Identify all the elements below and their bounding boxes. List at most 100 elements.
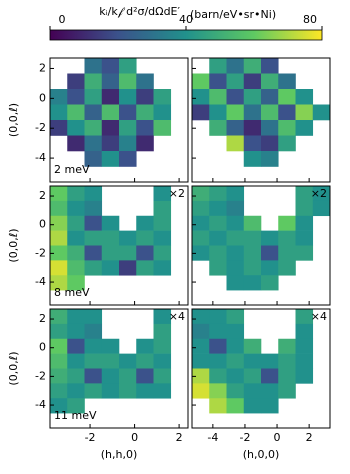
heatmap-cell — [261, 151, 279, 167]
heatmap-cell — [278, 73, 296, 90]
heatmap-cell — [67, 230, 85, 246]
heatmap-cell — [50, 230, 68, 246]
heatmap-cell — [153, 323, 172, 340]
heatmap-cell — [243, 151, 262, 167]
heatmap-cell — [192, 230, 210, 246]
heatmap-cell — [50, 275, 68, 291]
heatmap-cell — [226, 89, 245, 105]
heatmap-cell — [67, 73, 85, 90]
heatmap-cell — [261, 135, 279, 152]
x-tick-label: 0 — [274, 431, 281, 444]
heatmap-cell — [136, 245, 154, 261]
heatmap-cell — [67, 135, 85, 152]
heatmap-cell — [136, 230, 154, 246]
heatmap-cell — [50, 245, 68, 261]
heatmap-cell — [67, 186, 85, 202]
heatmap-cell — [84, 368, 103, 384]
heatmap-cell — [119, 104, 137, 121]
heatmap-cell — [209, 260, 227, 276]
heatmap-cell — [50, 309, 68, 325]
heatmap-cell — [261, 275, 279, 291]
heatmap-cell — [84, 309, 103, 325]
heatmap-cell — [226, 120, 245, 136]
heatmap-cell — [50, 398, 68, 414]
heatmap-cell — [153, 215, 172, 231]
heatmap-cell — [261, 260, 279, 276]
heatmap-cell — [50, 104, 68, 121]
heatmap-cell — [84, 260, 103, 276]
heatmap-cell — [226, 215, 245, 231]
heatmap-cell — [226, 309, 245, 325]
heatmap-cell — [153, 260, 172, 276]
heatmap-cell — [50, 200, 68, 217]
heatmap-cell — [261, 368, 279, 384]
y-tick-label: 2 — [39, 189, 46, 202]
panel-frame — [191, 185, 331, 306]
x-tick-label: -4 — [207, 431, 218, 444]
heatmap-cell — [84, 89, 103, 105]
heatmap-cell — [243, 383, 262, 399]
heatmap-cell — [101, 260, 120, 276]
y-tick-label: -4 — [35, 398, 46, 411]
y-tick-label: 0 — [39, 218, 46, 231]
heatmap-cell — [243, 260, 262, 276]
heatmap-cell — [67, 368, 85, 384]
heatmap-cell — [119, 353, 137, 369]
heatmap-cell — [226, 398, 245, 414]
heatmap-cell — [101, 104, 120, 121]
heatmap-cell — [50, 383, 68, 399]
heatmap-cell — [209, 338, 227, 354]
heatmap-cell — [312, 104, 331, 121]
energy-label: 2 meV — [54, 163, 90, 176]
heatmap-cell — [153, 186, 172, 202]
heatmap-cell — [226, 135, 245, 152]
heatmap-cell — [243, 338, 262, 354]
heatmap-cell — [84, 186, 103, 202]
heatmap-cell — [209, 230, 227, 246]
heatmap-cell — [243, 245, 262, 261]
heatmap-cell — [192, 215, 210, 231]
heatmap-cell — [243, 135, 262, 152]
heatmap-cell — [119, 120, 137, 136]
heatmap-cell — [50, 89, 68, 105]
x-axis-label: (h,0,0) — [243, 448, 280, 461]
heatmap-cell — [261, 104, 279, 121]
heatmap-cell — [67, 260, 85, 276]
scale-label: ×2 — [311, 187, 327, 200]
heatmap-cell — [192, 200, 210, 217]
energy-label: 11 meV — [54, 409, 97, 422]
heatmap-cell — [243, 215, 262, 231]
heatmap-cell — [67, 215, 85, 231]
heatmap-cell — [209, 323, 227, 340]
heatmap-cell — [50, 120, 68, 136]
heatmap-cell — [209, 383, 227, 399]
heatmap-cell — [153, 309, 172, 325]
heatmap-cell — [119, 151, 137, 167]
heatmap-cell — [50, 323, 68, 340]
heatmap-cell — [312, 200, 331, 217]
heatmap-cell — [209, 398, 227, 414]
heatmap-cell — [84, 215, 103, 231]
heatmap-cell — [278, 338, 296, 354]
heatmap-cell — [261, 230, 279, 246]
x-tick-label: -2 — [85, 431, 96, 444]
colorbar-label: kᵢ/k𝒻 d²σ/dΩdE′ — [99, 5, 180, 18]
heatmap-cell — [261, 73, 279, 90]
heatmap-cell — [261, 383, 279, 399]
heatmap-cell — [50, 368, 68, 384]
y-axis-label: (0,0,ℓ) — [7, 351, 20, 385]
heatmap-cell — [261, 398, 279, 414]
y-axis-label: (0,0,ℓ) — [7, 103, 20, 137]
heatmap-cell — [261, 245, 279, 261]
heatmap-cell — [295, 104, 314, 121]
heatmap-cell — [101, 58, 120, 74]
y-tick-label: -2 — [35, 121, 46, 134]
heatmap-cell — [67, 104, 85, 121]
heatmap-cell — [67, 275, 85, 291]
heatmap-cell — [295, 120, 314, 136]
y-tick-label: 0 — [39, 341, 46, 354]
heatmap-cell — [192, 368, 210, 384]
y-tick-label: -4 — [35, 151, 46, 164]
heatmap-cell — [84, 73, 103, 90]
heatmap-cell — [101, 383, 120, 399]
